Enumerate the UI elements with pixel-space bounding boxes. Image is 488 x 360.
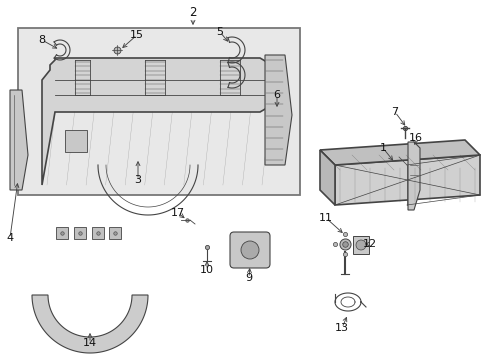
- Bar: [352, 236, 368, 254]
- Circle shape: [241, 241, 259, 259]
- Polygon shape: [319, 140, 479, 165]
- Polygon shape: [42, 58, 275, 185]
- Bar: [109, 227, 121, 239]
- Text: 11: 11: [318, 213, 332, 223]
- Text: 2: 2: [189, 5, 196, 18]
- Polygon shape: [334, 155, 479, 205]
- Text: 1: 1: [379, 143, 386, 153]
- Circle shape: [355, 240, 365, 250]
- Text: 17: 17: [171, 208, 184, 218]
- Bar: [56, 227, 68, 239]
- Text: 3: 3: [134, 175, 141, 185]
- Bar: [65, 130, 87, 152]
- Polygon shape: [264, 55, 291, 165]
- Text: 16: 16: [408, 133, 422, 143]
- Text: 4: 4: [6, 233, 14, 243]
- Text: 6: 6: [273, 90, 280, 100]
- Text: 8: 8: [39, 35, 45, 45]
- Text: 12: 12: [362, 239, 376, 249]
- Polygon shape: [32, 295, 148, 353]
- Bar: [92, 227, 104, 239]
- Text: 10: 10: [200, 265, 214, 275]
- Text: 5: 5: [216, 27, 223, 37]
- Text: 15: 15: [130, 30, 143, 40]
- Bar: [74, 227, 86, 239]
- FancyBboxPatch shape: [229, 232, 269, 268]
- Text: 7: 7: [390, 107, 398, 117]
- Text: 14: 14: [83, 338, 97, 348]
- Text: 13: 13: [334, 323, 348, 333]
- Polygon shape: [407, 142, 419, 210]
- Text: 9: 9: [245, 273, 252, 283]
- Bar: [18, 28, 299, 195]
- Polygon shape: [10, 90, 28, 190]
- Polygon shape: [319, 150, 334, 205]
